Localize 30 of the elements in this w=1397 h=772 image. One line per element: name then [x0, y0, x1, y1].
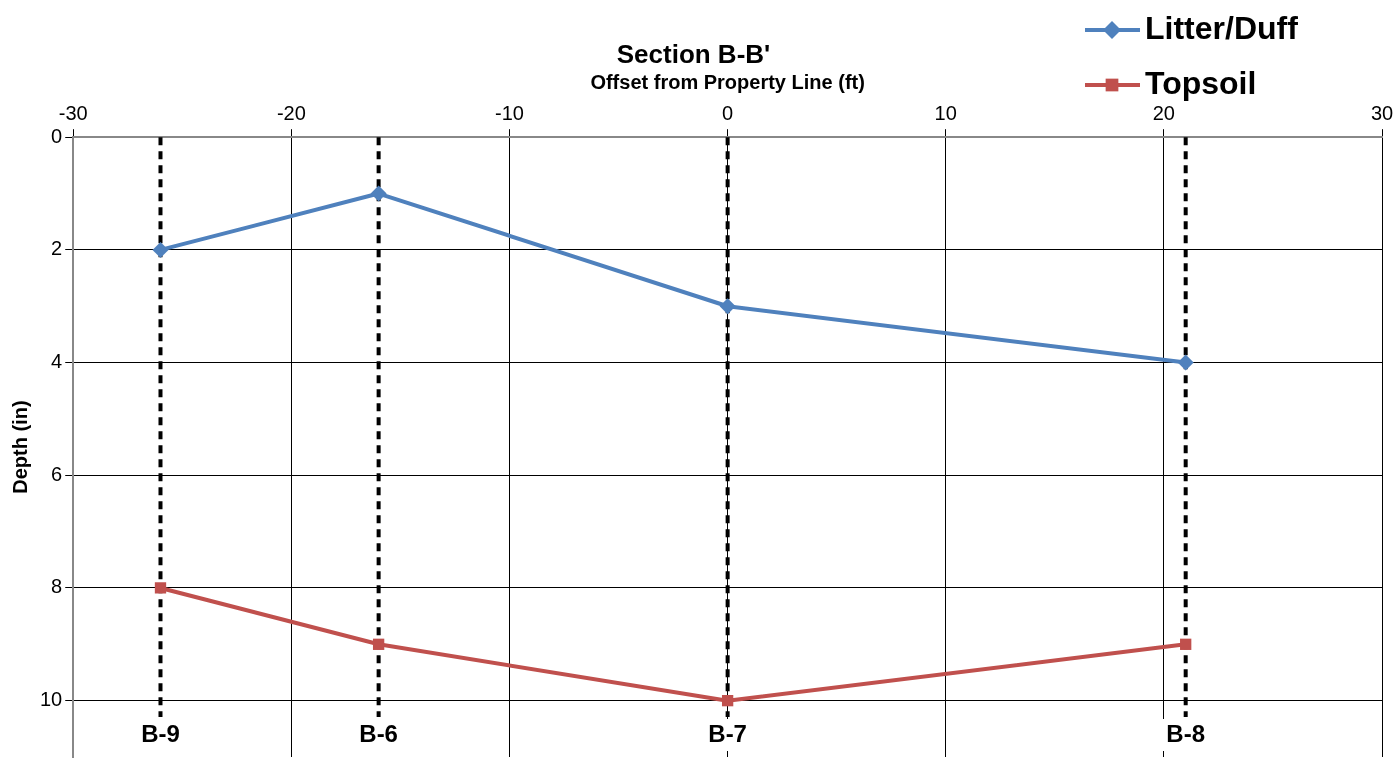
x-tick-label: -30: [58, 101, 88, 124]
y-tick-label: 0: [51, 124, 63, 147]
point: [721, 695, 734, 707]
y-tick-label: 6: [51, 462, 63, 485]
point: [1180, 638, 1192, 650]
point: [719, 298, 736, 315]
point: [154, 582, 167, 594]
x-tick-label: -20: [276, 101, 306, 124]
y-tick-label: 8: [51, 575, 63, 598]
chart-title: Section B-B': [616, 38, 771, 69]
ref-line-label: B-8: [1166, 719, 1206, 747]
legend-label: Litter/Duff: [1145, 9, 1299, 46]
point: [372, 638, 385, 650]
y-axis-title: Depth (in): [8, 400, 31, 494]
x-tick-label: 20: [1152, 101, 1175, 124]
ref-line-label: B-9: [141, 719, 180, 747]
x-tick-label: -10: [495, 101, 524, 124]
x-tick-label: 10: [934, 101, 957, 124]
x-tick-label: 0: [722, 101, 734, 124]
point: [1177, 354, 1194, 371]
x-tick-label: 30: [1370, 101, 1394, 124]
y-tick-label: 4: [51, 350, 63, 373]
point: [152, 241, 169, 258]
ref-line-label: B-6: [359, 719, 398, 747]
y-tick-label: 10: [40, 688, 63, 711]
y-tick-label: 2: [51, 237, 63, 260]
point: [370, 185, 387, 202]
legend-label: Topsoil: [1145, 64, 1257, 101]
x-axis-title: Offset from Property Line (ft): [590, 70, 865, 93]
ref-line-label: B-7: [708, 719, 747, 747]
